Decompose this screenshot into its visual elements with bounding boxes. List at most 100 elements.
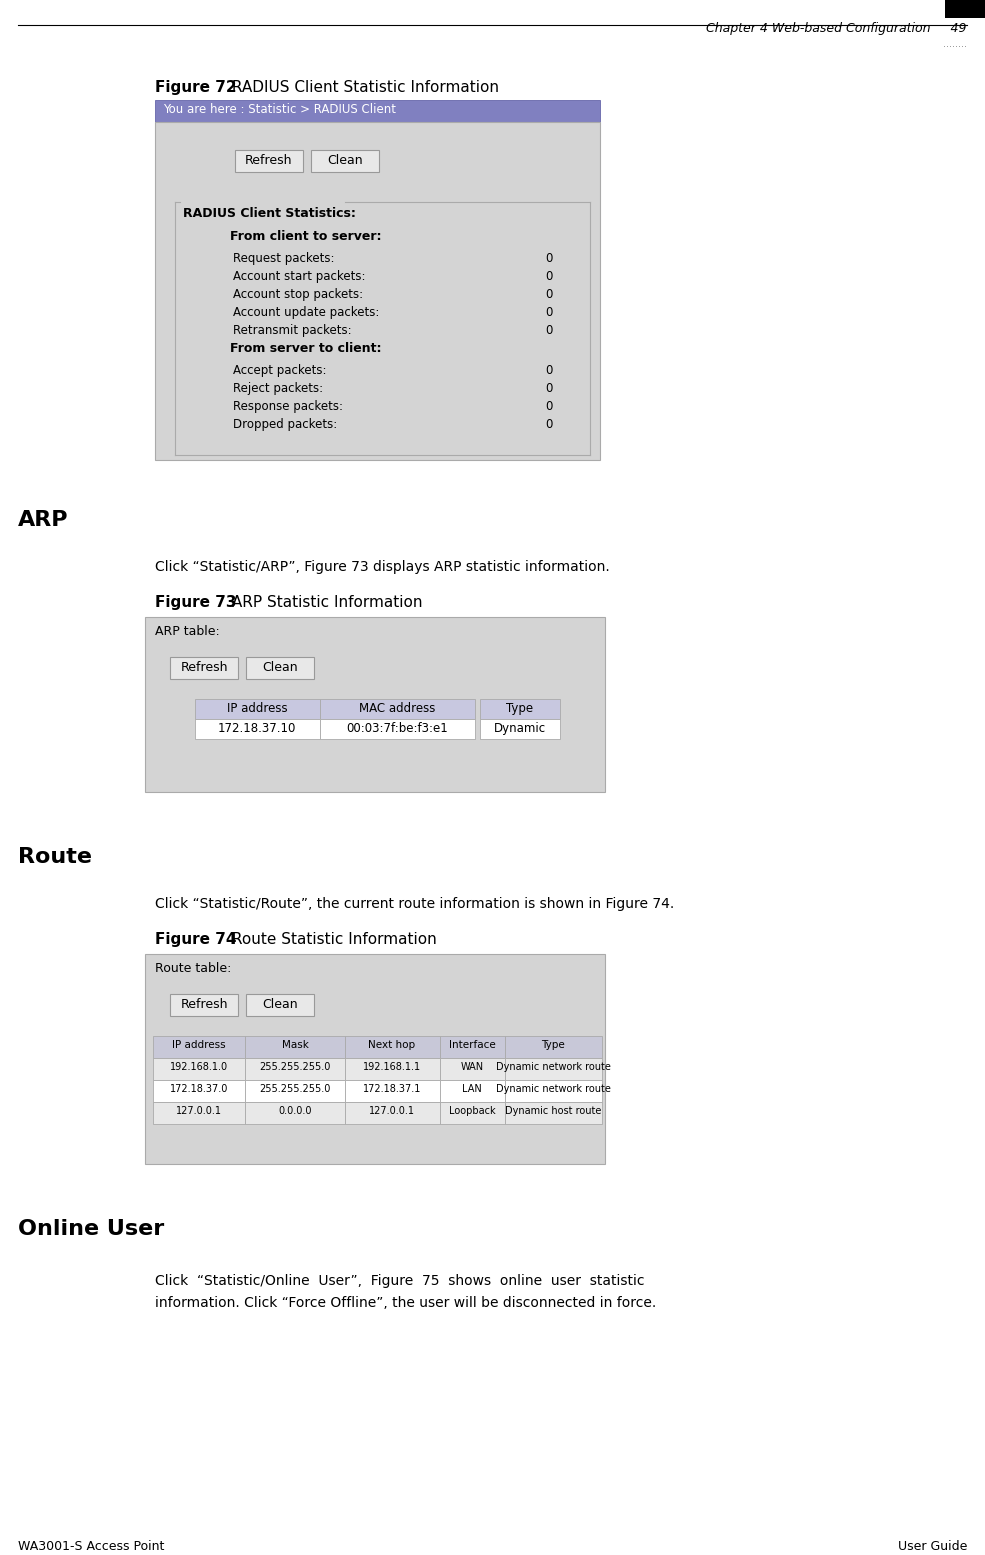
Bar [235, 149, 303, 173]
Text: LAN: LAN [462, 1084, 482, 1095]
Bar [153, 1102, 245, 1124]
Text: Click  “Statistic/Online  User”,  Figure  75  shows  online  user  statistic: Click “Statistic/Online User”, Figure 75… [155, 1274, 644, 1288]
Text: IP address: IP address [227, 701, 288, 715]
Text: Clean: Clean [262, 998, 297, 1011]
Bar [246, 994, 314, 1015]
Text: Route: Route [18, 847, 92, 868]
Text: Next hop: Next hop [368, 1040, 416, 1050]
Bar [345, 1057, 440, 1081]
Bar [480, 700, 560, 718]
Text: Figure 73: Figure 73 [155, 596, 236, 610]
Text: 127.0.0.1: 127.0.0.1 [369, 1106, 415, 1116]
Bar [153, 1081, 245, 1102]
Bar [945, 0, 985, 19]
Text: Retransmit packets:: Retransmit packets: [233, 323, 352, 337]
Bar [153, 1057, 245, 1081]
Text: Type: Type [506, 701, 534, 715]
Text: Dynamic host route: Dynamic host route [505, 1106, 601, 1116]
Bar [245, 1081, 345, 1102]
Text: Figure 74: Figure 74 [155, 931, 236, 947]
Text: 0.0.0.0: 0.0.0.0 [278, 1106, 311, 1116]
Text: ARP: ARP [18, 510, 69, 530]
Text: RADIUS Client Statistics:: RADIUS Client Statistics: [183, 207, 356, 219]
Text: 0: 0 [545, 306, 553, 319]
Bar [155, 121, 600, 460]
Text: WA3001-S Access Point: WA3001-S Access Point [18, 1539, 164, 1553]
Bar [155, 100, 600, 121]
Text: 0: 0 [545, 252, 553, 264]
Bar [170, 994, 238, 1015]
Text: Online User: Online User [18, 1219, 164, 1239]
Text: Route table:: Route table: [155, 963, 231, 975]
Bar [440, 1081, 505, 1102]
Bar [440, 1102, 505, 1124]
Text: Interface: Interface [448, 1040, 495, 1050]
Text: Refresh: Refresh [180, 998, 228, 1011]
Text: ········: ········ [943, 42, 967, 51]
Text: Account start packets:: Account start packets: [233, 271, 365, 283]
Text: 00:03:7f:be:f3:e1: 00:03:7f:be:f3:e1 [346, 722, 448, 736]
Text: 192.168.1.0: 192.168.1.0 [170, 1062, 229, 1071]
Bar [505, 1081, 602, 1102]
Text: 172.18.37.10: 172.18.37.10 [218, 722, 296, 736]
Bar [480, 718, 560, 739]
Bar [320, 700, 475, 718]
Bar [505, 1102, 602, 1124]
Bar [245, 1102, 345, 1124]
Text: Loopback: Loopback [449, 1106, 495, 1116]
Text: From client to server:: From client to server: [230, 230, 381, 243]
Bar [245, 1057, 345, 1081]
Text: Dynamic: Dynamic [493, 722, 546, 736]
Text: information. Click “Force Offline”, the user will be disconnected in force.: information. Click “Force Offline”, the … [155, 1295, 656, 1309]
Text: IP address: IP address [172, 1040, 226, 1050]
Text: 192.168.1.1: 192.168.1.1 [362, 1062, 421, 1071]
Bar [505, 1057, 602, 1081]
Text: From server to client:: From server to client: [230, 342, 381, 355]
Bar [311, 149, 379, 173]
Text: Request packets:: Request packets: [233, 252, 335, 264]
Text: Mask: Mask [282, 1040, 308, 1050]
Text: 127.0.0.1: 127.0.0.1 [176, 1106, 222, 1116]
Text: You are here : Statistic > RADIUS Client: You are here : Statistic > RADIUS Client [163, 103, 396, 117]
Text: Figure 72: Figure 72 [155, 79, 236, 95]
Bar [505, 1036, 602, 1057]
Bar [145, 617, 605, 791]
Text: 172.18.37.1: 172.18.37.1 [362, 1084, 422, 1095]
Text: Response packets:: Response packets: [233, 400, 343, 414]
Text: 0: 0 [545, 400, 553, 414]
Text: 172.18.37.0: 172.18.37.0 [169, 1084, 229, 1095]
Bar [195, 700, 320, 718]
Bar [345, 1102, 440, 1124]
Text: Route Statistic Information: Route Statistic Information [227, 931, 436, 947]
Text: WAN: WAN [460, 1062, 484, 1071]
Text: Dynamic network route: Dynamic network route [495, 1062, 611, 1071]
Text: Accept packets:: Accept packets: [233, 364, 326, 376]
Text: MAC address: MAC address [359, 701, 435, 715]
Text: 0: 0 [545, 323, 553, 337]
Bar [170, 658, 238, 680]
Bar [145, 955, 605, 1165]
Text: Dynamic network route: Dynamic network route [495, 1084, 611, 1095]
Text: 0: 0 [545, 383, 553, 395]
Text: User Guide: User Guide [897, 1539, 967, 1553]
Text: Clean: Clean [262, 661, 297, 673]
Text: Account update packets:: Account update packets: [233, 306, 379, 319]
Text: Account stop packets:: Account stop packets: [233, 288, 363, 302]
Text: Chapter 4 Web-based Configuration     49: Chapter 4 Web-based Configuration 49 [706, 22, 967, 36]
Bar [345, 1081, 440, 1102]
Text: Refresh: Refresh [180, 661, 228, 673]
Bar [246, 658, 314, 680]
Text: Refresh: Refresh [245, 154, 293, 166]
Bar [245, 1036, 345, 1057]
Text: ARP Statistic Information: ARP Statistic Information [227, 596, 423, 610]
Text: Reject packets:: Reject packets: [233, 383, 323, 395]
Text: Click “Statistic/Route”, the current route information is shown in Figure 74.: Click “Statistic/Route”, the current rou… [155, 897, 675, 911]
Bar [345, 1036, 440, 1057]
Text: 0: 0 [545, 288, 553, 302]
Text: Type: Type [541, 1040, 564, 1050]
Bar [195, 718, 320, 739]
Bar [320, 718, 475, 739]
Bar [440, 1036, 505, 1057]
Bar [153, 1036, 245, 1057]
Text: RADIUS Client Statistic Information: RADIUS Client Statistic Information [227, 79, 499, 95]
